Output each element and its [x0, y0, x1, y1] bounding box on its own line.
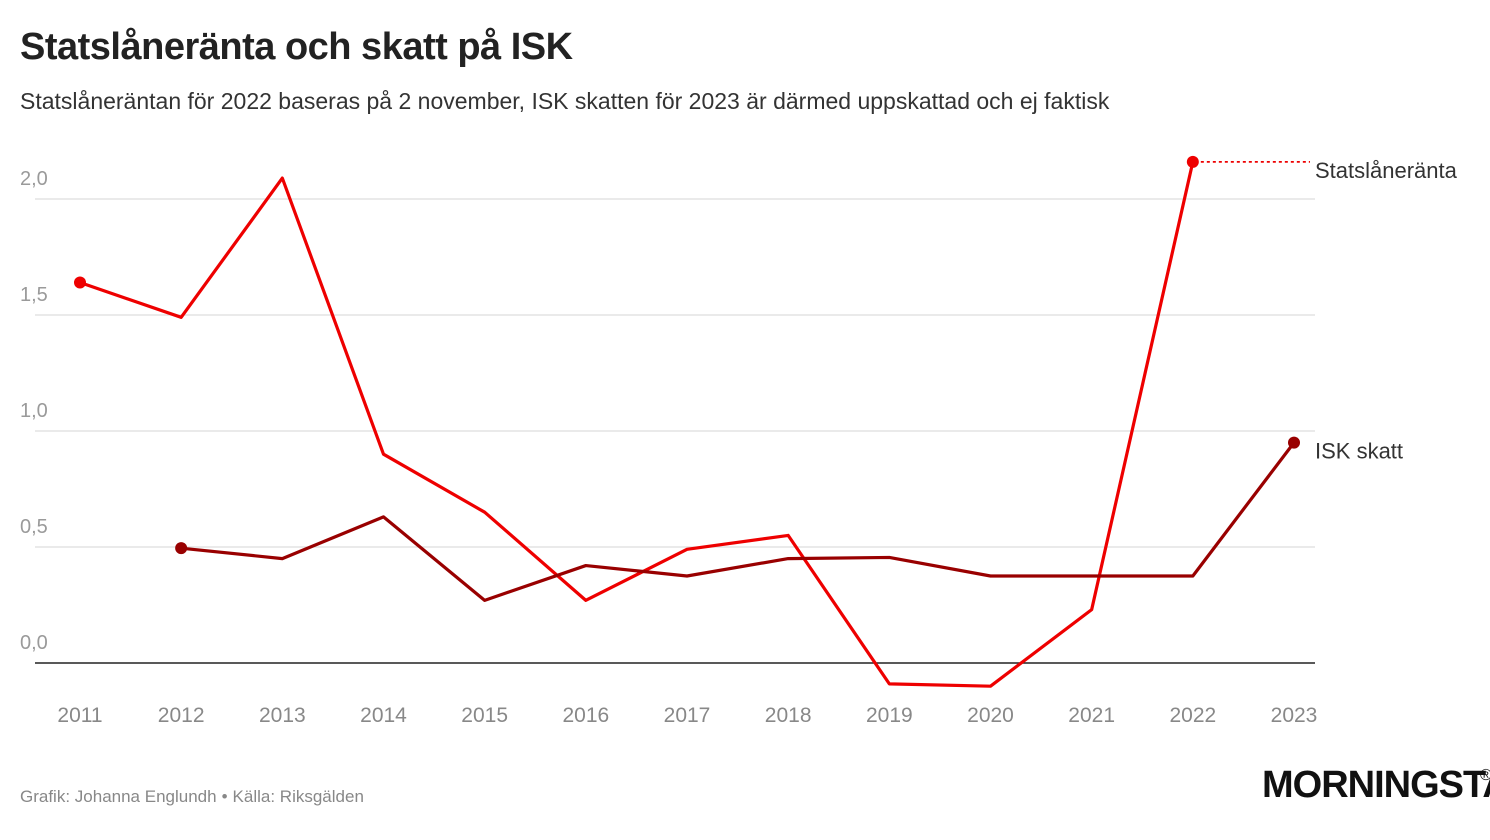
chart-subtitle: Statslåneräntan för 2022 baseras på 2 no… — [20, 88, 1110, 114]
x-tick-label: 2015 — [461, 704, 508, 727]
x-tick-label: 2020 — [967, 704, 1014, 727]
x-tick-label: 2014 — [360, 704, 407, 727]
chart-title: Statslåneränta och skatt på ISK — [20, 26, 573, 68]
credit-text: Grafik: Johanna Englundh — [20, 787, 217, 806]
y-tick-label: 1,0 — [20, 400, 48, 422]
x-tick-label: 2021 — [1068, 704, 1115, 727]
x-tick-label: 2022 — [1169, 704, 1216, 727]
x-tick-label: 2018 — [765, 704, 812, 727]
statslaneranta-line — [79, 161, 1195, 688]
x-tick-label: 2017 — [664, 704, 711, 727]
statslaneranta-label: Statslåneränta — [1315, 158, 1458, 183]
footer-separator: • — [221, 787, 228, 806]
y-tick-label: 1,5 — [20, 284, 48, 306]
x-tick-label: 2013 — [259, 704, 306, 727]
series-lines — [74, 155, 1310, 688]
statslaneranta-start-point — [74, 276, 86, 289]
statslaneranta-end-point — [1186, 155, 1199, 168]
morningstar-logo: MORNINGSTAR ® — [1262, 766, 1490, 804]
x-tick-label: 2012 — [158, 704, 205, 727]
x-tick-label: 2023 — [1271, 704, 1318, 727]
y-tick-label: 0,0 — [20, 632, 48, 654]
grid-lines — [35, 198, 1315, 664]
x-tick-label: 2019 — [866, 704, 913, 727]
isk-skatt-start-point — [175, 542, 188, 555]
chart-footer: Grafik: Johanna Englundh • Källa: Riksgäld… — [20, 787, 364, 807]
source-text: Källa: Riksgälden — [232, 787, 364, 806]
isk-skatt-label: ISK skatt — [1315, 439, 1403, 464]
registered-mark: ® — [1480, 767, 1490, 784]
line-chart: 0,0 0,5 1,0 1,5 2,0 2011 2012 2013 2014 2015 2016… — [20, 155, 1458, 727]
isk-skatt-end-point — [1288, 436, 1300, 449]
x-axis-ticks: 2011 2012 2013 2014 2015 2016 2017 2018 2019 2020… — [57, 704, 1317, 727]
x-tick-label: 2011 — [57, 704, 102, 727]
y-tick-label: 2,0 — [20, 168, 48, 190]
y-tick-label: 0,5 — [20, 516, 48, 538]
logo-text: MORNINGSTAR — [1262, 764, 1490, 806]
x-tick-label: 2016 — [562, 704, 609, 727]
series-labels: Statslåneränta ISK skatt — [1315, 158, 1458, 464]
y-axis-ticks: 0,0 0,5 1,0 1,5 2,0 — [20, 168, 48, 654]
isk-skatt-line — [181, 441, 1296, 602]
